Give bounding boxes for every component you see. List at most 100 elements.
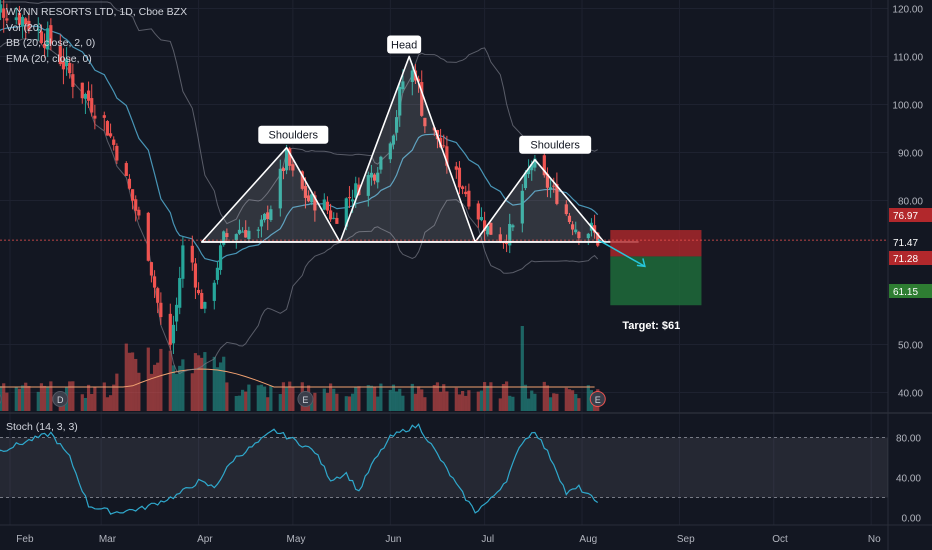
time-axis-tick: Jul [481, 534, 494, 545]
candle-body [171, 324, 176, 344]
volume-bar [482, 382, 487, 411]
candle-body [124, 163, 128, 176]
price-label-text: 71.28 [893, 254, 918, 265]
volume-bar [14, 387, 18, 411]
candle-body [152, 276, 157, 288]
candle-body [394, 117, 399, 133]
candle-body [479, 217, 484, 221]
price-axis-tick: 120.00 [892, 5, 923, 16]
candle-body [174, 304, 179, 322]
candle-body [498, 234, 502, 242]
volume-bar [269, 385, 273, 411]
volume-bar [152, 364, 157, 411]
volume-bar [548, 397, 553, 411]
candle-body [379, 156, 383, 170]
candle-body [577, 231, 581, 239]
candle-body [303, 185, 308, 198]
volume-bar [332, 388, 336, 411]
candle-body [530, 164, 534, 171]
volume-bar [438, 391, 443, 411]
candle-body [80, 82, 84, 99]
price-axis-tick: 50.00 [898, 341, 923, 352]
candle-body [570, 224, 575, 230]
stoch-legend: Stoch (14, 3, 3) [6, 421, 78, 433]
event-marker-label: E [595, 395, 601, 405]
candle-body [369, 172, 374, 178]
stoch-band-fill [0, 437, 888, 498]
volume-bar [391, 384, 396, 411]
volume-bar [5, 392, 9, 411]
volume-bar [193, 353, 198, 411]
price-label-box [889, 251, 932, 265]
stoch-k-line [0, 423, 599, 515]
volume-bar [445, 391, 449, 411]
volume-indicator-label[interactable]: Vol (20) [6, 21, 43, 34]
volume-bar [347, 396, 352, 411]
candle-body [489, 222, 493, 235]
candle-body [42, 43, 47, 48]
volume-bar [2, 383, 6, 411]
volume-bar [115, 373, 119, 411]
candle-body [105, 121, 110, 136]
volume-bar [533, 393, 537, 411]
volume-bar [457, 394, 462, 411]
volume-bar [178, 365, 182, 411]
time-axis-tick: May [287, 534, 306, 545]
volume-bar [501, 384, 506, 411]
candle-body [511, 225, 515, 228]
volume-bar [394, 391, 399, 411]
volume-bar [354, 387, 358, 411]
price-label-box [888, 234, 932, 250]
volume-bar [105, 397, 110, 411]
candle-body [222, 231, 226, 245]
volume-bar [379, 383, 383, 411]
candle-body [14, 17, 18, 21]
volume-bar [222, 356, 226, 411]
volume-bar [350, 393, 355, 411]
volume-bar [486, 385, 490, 411]
candle-body [159, 302, 163, 318]
volume-bar [159, 348, 163, 411]
price-label-text: 61.15 [893, 287, 918, 298]
candle-body [215, 267, 220, 280]
head-shoulders-pattern [200, 55, 605, 243]
ema-indicator-label[interactable]: EMA (20, close, 0) [6, 52, 92, 65]
candle-body [288, 148, 292, 166]
volume-bar [234, 395, 238, 411]
projection-arrowhead [636, 258, 646, 268]
volume-bar [401, 395, 405, 411]
volume-bar [146, 347, 150, 411]
volume-bar [574, 393, 578, 411]
volume-bar [20, 385, 25, 411]
volume-bar [423, 397, 427, 411]
volume-bar [413, 393, 418, 411]
volume-bar [460, 390, 465, 411]
price-axis-tick: 80.00 [898, 197, 923, 208]
candle-body [181, 245, 185, 279]
volume-bar [388, 389, 392, 411]
bollinger-indicator-label[interactable]: BB (20, close, 2, 0) [6, 37, 96, 49]
symbol-title[interactable]: WYNN RESORTS LTD, 1D, Cboe BZX [6, 6, 188, 18]
volume-bar [124, 343, 128, 411]
volume-bar [586, 385, 590, 411]
time-axis-tick: Jun [385, 534, 401, 545]
stoch-indicator-label[interactable]: Stoch (14, 3, 3) [6, 421, 78, 433]
volume-bar [149, 373, 154, 411]
candle-body [46, 28, 50, 50]
volume-bar [83, 397, 88, 411]
volume-bar [49, 381, 53, 411]
candle-body [240, 231, 245, 233]
candle-body [146, 212, 150, 261]
volume-bar [530, 390, 534, 411]
candle-body [423, 117, 427, 127]
volume-bar [545, 385, 550, 411]
candle-body [504, 242, 509, 245]
candle-body [376, 172, 380, 183]
volume-bar [498, 398, 502, 411]
candle-body [460, 186, 465, 189]
pattern-label: Head [391, 40, 417, 52]
volume-bar [410, 383, 414, 411]
time-axis-tick: No [868, 534, 881, 545]
candle-body [366, 175, 370, 196]
